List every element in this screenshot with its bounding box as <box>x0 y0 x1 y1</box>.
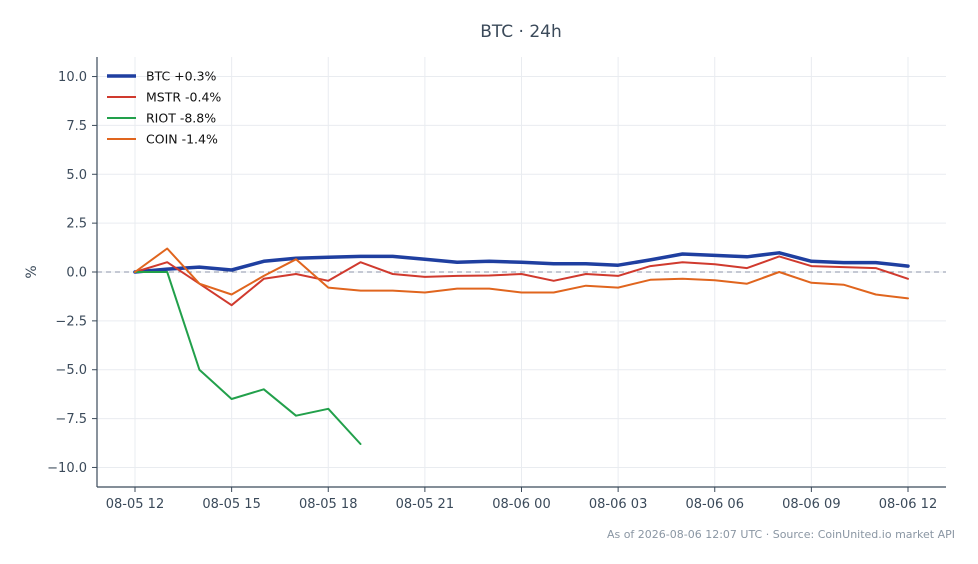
y-tick-label-0: 10.0 <box>58 70 87 85</box>
x-tick-label-2: 08-05 18 <box>299 497 357 512</box>
y-tick-label-6: −5.0 <box>55 363 87 378</box>
legend-label-2: RIOT -8.8% <box>146 111 216 126</box>
chart-title: BTC · 24h <box>480 22 562 42</box>
y-tick-labels: 10.0 7.5 5.0 2.5 0.0 −2.5 −5.0 −7.5 −10.0 <box>47 70 97 476</box>
y-tick-label-8: −10.0 <box>47 461 87 476</box>
x-tick-label-5: 08-06 03 <box>589 497 647 512</box>
legend-label-3: COIN -1.4% <box>146 132 218 147</box>
series-layer <box>133 247 910 445</box>
legend: BTC +0.3% MSTR -0.4% RIOT -8.8% COIN -1.4% <box>107 69 221 147</box>
x-tick-label-3: 08-05 21 <box>396 497 454 512</box>
x-tick-label-0: 08-05 12 <box>106 497 164 512</box>
x-tick-label-1: 08-05 15 <box>202 497 260 512</box>
legend-label-1: MSTR -0.4% <box>146 90 221 105</box>
y-tick-label-2: 5.0 <box>66 168 87 183</box>
x-tick-label-4: 08-06 00 <box>492 497 550 512</box>
x-tick-label-7: 08-06 09 <box>782 497 840 512</box>
series-line-2 <box>134 271 362 445</box>
footer-source: As of 2026-08-06 12:07 UTC · Source: Coi… <box>607 528 955 541</box>
y-tick-label-4: 0.0 <box>66 266 87 281</box>
y-tick-label-3: 2.5 <box>66 217 87 232</box>
series-line-0 <box>133 251 910 274</box>
x-tick-label-8: 08-06 12 <box>879 497 937 512</box>
y-tick-label-5: −2.5 <box>55 314 87 329</box>
legend-label-0: BTC +0.3% <box>146 69 217 84</box>
y-tick-label-7: −7.5 <box>55 412 87 427</box>
series-line-1 <box>134 255 909 307</box>
series-line-3 <box>134 247 909 300</box>
y-axis-label: % <box>24 265 40 278</box>
x-tick-labels: 08-05 12 08-05 15 08-05 18 08-05 21 08-06 00… <box>106 487 937 512</box>
y-tick-label-1: 7.5 <box>66 119 87 134</box>
x-tick-label-6: 08-06 06 <box>686 497 744 512</box>
